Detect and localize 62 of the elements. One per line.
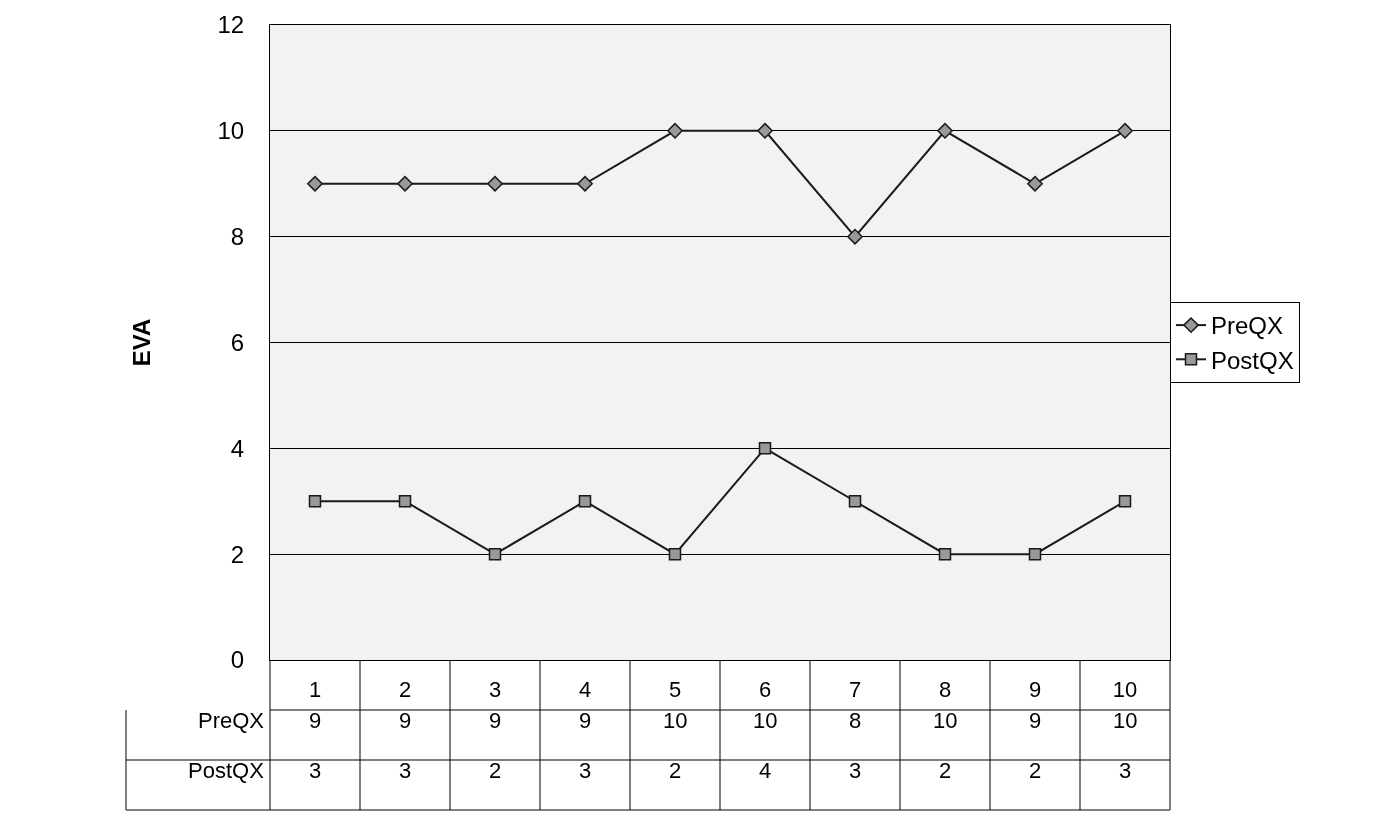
data-label: 8	[849, 708, 862, 733]
data-label: 2	[489, 758, 502, 783]
data-label: 4	[759, 758, 772, 783]
point	[398, 495, 412, 508]
point	[938, 547, 952, 561]
x-tick-label: 1	[308, 677, 322, 703]
data-label: 2	[1029, 758, 1042, 783]
legend-label: PostQX	[1211, 346, 1294, 374]
x-tick-label: 6	[758, 677, 772, 703]
data-label: 3	[579, 758, 592, 783]
point	[1027, 175, 1043, 192]
data-label: 9	[309, 708, 322, 733]
text: PostQX	[188, 758, 264, 783]
data-label: 3	[309, 758, 322, 783]
point	[488, 547, 502, 561]
data-label: 3	[399, 758, 412, 783]
data-label: 10	[663, 708, 688, 733]
x-tick-label: 4	[578, 677, 592, 703]
data-label: 3	[1119, 758, 1132, 783]
data-label: 9	[1029, 708, 1042, 733]
x-tick-label: 5	[668, 677, 682, 703]
data-label: 10	[753, 708, 778, 733]
y-tick-label: 0	[230, 646, 245, 674]
y-tick-label: 2	[230, 540, 245, 568]
y-tick-label: 4	[230, 434, 245, 462]
point	[937, 122, 953, 139]
point	[1117, 122, 1133, 139]
y-axis-title: EVA	[127, 318, 155, 367]
data-label: 9	[399, 708, 412, 733]
y-tick-label: 8	[230, 223, 245, 251]
point	[758, 442, 772, 455]
point	[847, 228, 863, 245]
legend-label: PreQX	[1211, 312, 1284, 340]
point	[1118, 495, 1132, 508]
point	[667, 122, 683, 139]
point	[668, 547, 682, 561]
point	[757, 122, 773, 139]
data-label: 9	[489, 708, 502, 733]
x-tick-label: 3	[488, 677, 502, 703]
x-tick-label: 7	[848, 677, 862, 703]
point	[577, 175, 593, 192]
data-label: 3	[849, 758, 862, 783]
data-label: 9	[579, 708, 592, 733]
point	[848, 495, 862, 508]
y-tick-label: 12	[217, 11, 245, 39]
text: PreQX	[198, 708, 265, 733]
point	[1028, 547, 1042, 561]
x-tick-label: 8	[938, 677, 952, 703]
x-tick-label: 9	[1028, 677, 1042, 703]
point	[397, 175, 413, 192]
data-label: 2	[939, 758, 952, 783]
point	[307, 175, 323, 192]
data-label: 10	[933, 708, 958, 733]
point	[308, 495, 322, 508]
point	[487, 175, 503, 192]
data-label: 2	[669, 758, 682, 783]
point	[578, 495, 592, 508]
y-tick-label: 10	[217, 117, 245, 145]
x-tick-label: 2	[398, 677, 412, 703]
y-tick-label: 6	[230, 328, 245, 356]
data-label: 10	[1113, 708, 1138, 733]
x-tick-label: 10	[1112, 677, 1138, 703]
